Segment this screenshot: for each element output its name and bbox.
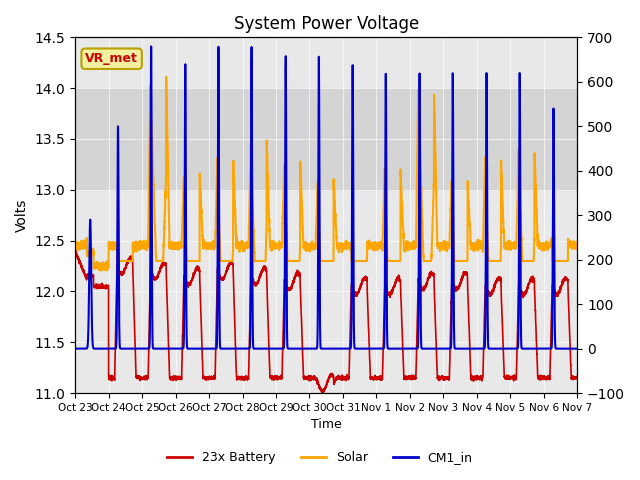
Solar bbox=[386, 258, 394, 264]
Solar bbox=[573, 241, 581, 247]
CM1_in bbox=[147, 44, 155, 49]
Solar bbox=[525, 258, 532, 264]
Line: 23x Battery: 23x Battery bbox=[75, 250, 577, 393]
X-axis label: Time: Time bbox=[311, 419, 342, 432]
Solar bbox=[71, 243, 79, 249]
CM1_in bbox=[131, 346, 139, 351]
Solar bbox=[527, 258, 535, 264]
Legend: 23x Battery, Solar, CM1_in: 23x Battery, Solar, CM1_in bbox=[163, 446, 477, 469]
Title: System Power Voltage: System Power Voltage bbox=[234, 15, 419, 33]
23x Battery bbox=[527, 276, 535, 282]
CM1_in bbox=[525, 346, 532, 351]
Line: Solar: Solar bbox=[75, 77, 577, 271]
Bar bbox=[75, 88, 577, 190]
23x Battery bbox=[131, 348, 139, 354]
CM1_in bbox=[386, 346, 394, 351]
Text: VR_met: VR_met bbox=[85, 52, 138, 65]
23x Battery bbox=[547, 338, 555, 344]
CM1_in bbox=[264, 346, 271, 351]
CM1_in bbox=[527, 346, 535, 351]
Line: CM1_in: CM1_in bbox=[75, 47, 577, 348]
Y-axis label: Volts: Volts bbox=[15, 199, 29, 232]
Solar bbox=[131, 241, 139, 247]
23x Battery bbox=[264, 302, 271, 308]
Solar bbox=[97, 268, 105, 274]
23x Battery bbox=[319, 390, 327, 396]
CM1_in bbox=[547, 346, 554, 351]
Solar bbox=[264, 172, 271, 178]
23x Battery bbox=[525, 281, 532, 287]
CM1_in bbox=[71, 346, 79, 351]
CM1_in bbox=[573, 346, 581, 351]
23x Battery bbox=[71, 247, 79, 253]
23x Battery bbox=[386, 292, 394, 298]
23x Battery bbox=[72, 247, 79, 253]
Solar bbox=[547, 243, 555, 249]
Solar bbox=[163, 74, 170, 80]
23x Battery bbox=[573, 376, 581, 382]
